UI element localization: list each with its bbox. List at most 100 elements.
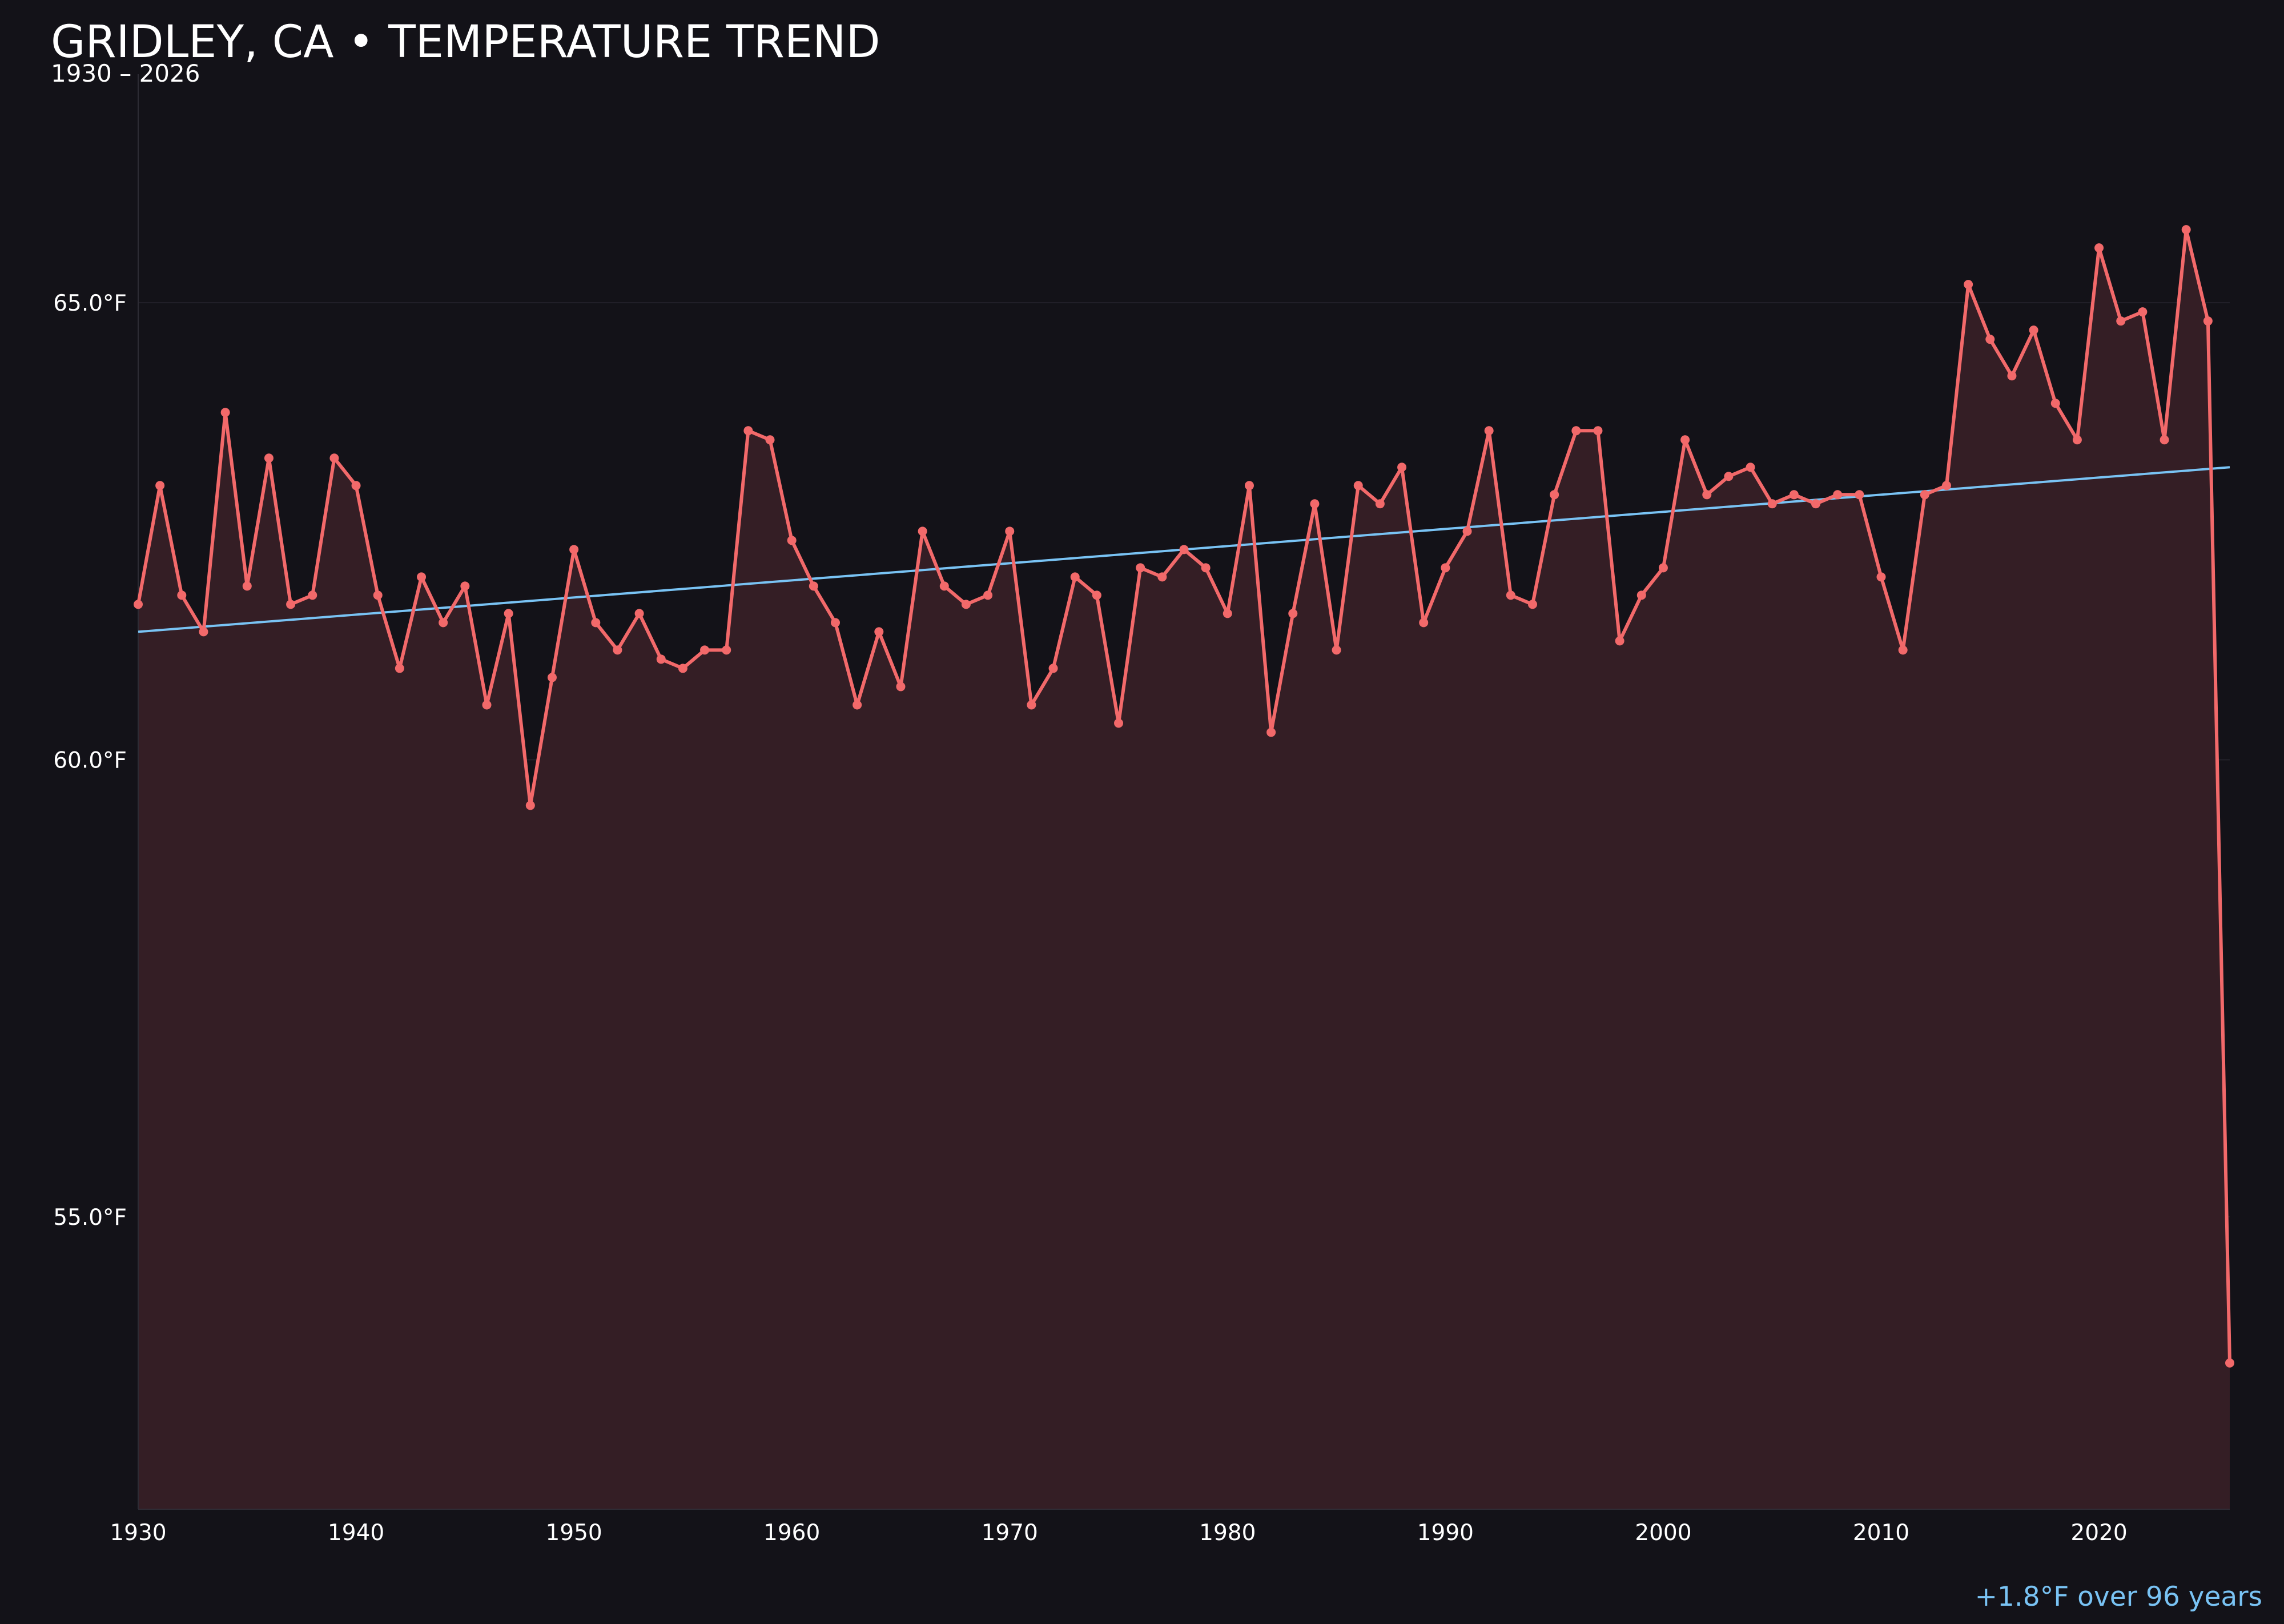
data-point-1975: [1114, 718, 1124, 728]
data-point-1972: [1048, 664, 1058, 673]
data-point-1988: [1397, 463, 1407, 472]
data-point-2000: [1658, 563, 1668, 573]
data-point-1979: [1201, 563, 1211, 573]
data-point-1956: [700, 645, 710, 655]
data-point-1991: [1462, 526, 1472, 536]
data-point-1997: [1593, 426, 1603, 436]
data-point-1958: [743, 426, 753, 436]
x-tick-label: 1980: [1199, 1520, 1256, 1546]
data-point-1947: [504, 609, 513, 618]
data-point-2005: [1767, 499, 1777, 509]
data-point-2014: [1964, 280, 1973, 290]
data-point-1970: [1005, 526, 1015, 536]
data-point-1982: [1266, 727, 1276, 737]
data-point-1990: [1441, 563, 1450, 573]
data-point-2022: [2138, 307, 2148, 317]
data-point-2011: [1898, 645, 1908, 655]
data-point-1994: [1528, 600, 1537, 609]
data-point-2008: [1833, 490, 1843, 500]
data-point-2017: [2029, 325, 2038, 335]
data-point-2004: [1746, 463, 1755, 472]
x-tick-label: 1960: [763, 1520, 820, 1546]
y-tick-label: 65.0°F: [53, 291, 127, 316]
data-point-1978: [1179, 545, 1189, 554]
data-point-1985: [1332, 645, 1341, 655]
data-point-1936: [264, 453, 274, 463]
y-tick-labels: 55.0°F 60.0°F 65.0°F: [53, 291, 127, 1231]
data-point-1964: [874, 627, 884, 637]
data-point-1966: [918, 526, 927, 536]
x-tick-label: 1940: [328, 1520, 384, 1546]
data-point-1946: [482, 700, 492, 710]
data-point-2021: [2116, 316, 2126, 326]
data-point-2013: [1941, 481, 1951, 491]
data-point-1996: [1571, 426, 1581, 436]
chart-subtitle: 1930 – 2026: [51, 59, 200, 87]
data-point-1945: [460, 581, 470, 591]
data-point-1998: [1615, 636, 1624, 646]
data-point-2001: [1680, 435, 1690, 445]
data-point-1940: [351, 481, 361, 491]
data-point-2019: [2072, 435, 2082, 445]
data-point-1959: [765, 435, 775, 445]
data-point-2026: [2225, 1358, 2234, 1368]
data-point-1931: [155, 481, 165, 491]
data-point-1955: [678, 664, 687, 673]
data-point-1939: [329, 453, 339, 463]
data-point-1980: [1223, 609, 1232, 618]
data-point-1954: [656, 654, 666, 664]
data-points: [134, 225, 2234, 1368]
data-point-1961: [809, 581, 818, 591]
data-point-1941: [373, 590, 383, 600]
data-point-1943: [417, 572, 427, 582]
data-point-2002: [1702, 490, 1712, 500]
temperature-area-fill: [138, 230, 2230, 1509]
data-point-1963: [853, 700, 862, 710]
data-point-1957: [722, 645, 731, 655]
data-point-1932: [177, 590, 187, 600]
x-tick-label: 1930: [110, 1520, 166, 1546]
data-point-1952: [613, 645, 622, 655]
data-point-1950: [569, 545, 579, 554]
x-tick-label: 1990: [1417, 1520, 1474, 1546]
data-point-1993: [1506, 590, 1515, 600]
data-point-1938: [308, 590, 317, 600]
data-point-1951: [591, 618, 601, 628]
data-point-1976: [1136, 563, 1145, 573]
data-point-2025: [2203, 316, 2213, 326]
data-point-1999: [1636, 590, 1646, 600]
x-tick-label: 2020: [2070, 1520, 2127, 1546]
data-point-2020: [2094, 243, 2104, 253]
data-point-1974: [1092, 590, 1101, 600]
data-point-1965: [896, 682, 906, 692]
data-point-1969: [983, 590, 993, 600]
data-point-1973: [1070, 572, 1080, 582]
data-point-2007: [1811, 499, 1821, 509]
data-point-1984: [1310, 499, 1320, 509]
x-tick-labels: 1930 1940 1950 1960 1970 1980 1990 2000 2010 2020: [110, 1520, 2127, 1546]
data-point-2012: [1920, 490, 1929, 500]
data-point-2009: [1855, 490, 1864, 500]
y-tick-label: 55.0°F: [53, 1205, 127, 1231]
data-point-1981: [1244, 481, 1254, 491]
x-tick-label: 1970: [982, 1520, 1038, 1546]
data-point-1987: [1375, 499, 1385, 509]
chart-title: GRIDLEY, CA • TEMPERATURE TREND: [51, 17, 880, 68]
data-point-1992: [1484, 426, 1494, 436]
data-point-2024: [2181, 225, 2191, 235]
data-point-2015: [1985, 335, 1995, 344]
data-point-1983: [1288, 609, 1298, 618]
data-point-1967: [939, 581, 949, 591]
data-point-1944: [439, 618, 448, 628]
data-point-1962: [831, 618, 840, 628]
data-point-1933: [199, 627, 208, 637]
data-point-1989: [1419, 618, 1429, 628]
y-tick-label: 60.0°F: [53, 747, 127, 773]
data-point-2018: [2050, 399, 2060, 408]
data-point-1960: [787, 536, 797, 545]
data-point-1977: [1157, 572, 1167, 582]
data-point-2016: [2007, 371, 2017, 381]
data-point-1949: [547, 673, 557, 682]
data-point-1930: [134, 600, 143, 609]
